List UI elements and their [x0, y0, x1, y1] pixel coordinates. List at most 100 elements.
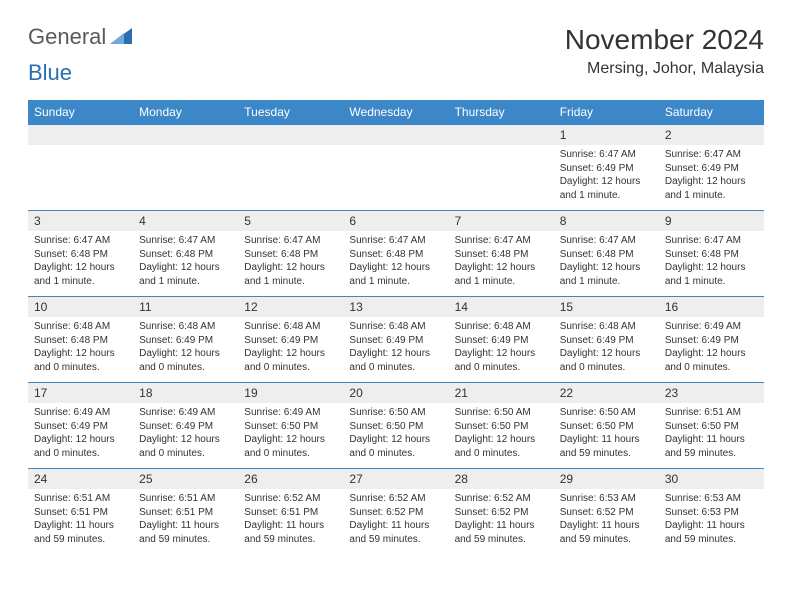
day-cell: 27Sunrise: 6:52 AMSunset: 6:52 PMDayligh…	[343, 469, 448, 555]
brand-logo: General	[28, 24, 134, 50]
day-info-line: Daylight: 12 hours and 1 minute.	[349, 261, 442, 288]
day-cell: 19Sunrise: 6:49 AMSunset: 6:50 PMDayligh…	[238, 383, 343, 469]
day-number: 30	[659, 469, 764, 489]
day-number: 20	[343, 383, 448, 403]
day-info-line: Daylight: 12 hours and 0 minutes.	[455, 433, 548, 460]
day-info-line: Sunset: 6:49 PM	[34, 420, 127, 434]
day-info-line: Daylight: 12 hours and 0 minutes.	[139, 347, 232, 374]
day-info-line: Daylight: 11 hours and 59 minutes.	[560, 433, 653, 460]
day-info-line: Sunset: 6:51 PM	[34, 506, 127, 520]
day-cell: 9Sunrise: 6:47 AMSunset: 6:48 PMDaylight…	[659, 211, 764, 297]
day-info-line: Sunrise: 6:51 AM	[34, 492, 127, 506]
day-info-line: Daylight: 12 hours and 0 minutes.	[455, 347, 548, 374]
day-info-line: Sunrise: 6:47 AM	[34, 234, 127, 248]
week-row: 10Sunrise: 6:48 AMSunset: 6:48 PMDayligh…	[28, 297, 764, 383]
day-number: 25	[133, 469, 238, 489]
day-info: Sunrise: 6:48 AMSunset: 6:49 PMDaylight:…	[343, 317, 448, 378]
day-info: Sunrise: 6:49 AMSunset: 6:49 PMDaylight:…	[28, 403, 133, 464]
day-info-line: Sunset: 6:50 PM	[665, 420, 758, 434]
day-info-line: Sunrise: 6:52 AM	[349, 492, 442, 506]
day-info-line: Daylight: 12 hours and 0 minutes.	[244, 347, 337, 374]
day-info	[28, 145, 133, 195]
day-info-line: Daylight: 12 hours and 0 minutes.	[349, 347, 442, 374]
day-number: 2	[659, 125, 764, 145]
day-cell: 21Sunrise: 6:50 AMSunset: 6:50 PMDayligh…	[449, 383, 554, 469]
day-info	[133, 145, 238, 195]
day-number: 23	[659, 383, 764, 403]
day-number: 10	[28, 297, 133, 317]
day-info-line: Sunset: 6:49 PM	[665, 162, 758, 176]
day-info-line: Sunset: 6:51 PM	[139, 506, 232, 520]
day-info-line: Sunrise: 6:47 AM	[665, 148, 758, 162]
day-number: 11	[133, 297, 238, 317]
day-cell: 22Sunrise: 6:50 AMSunset: 6:50 PMDayligh…	[554, 383, 659, 469]
day-info-line: Daylight: 12 hours and 0 minutes.	[560, 347, 653, 374]
day-header-sat: Saturday	[659, 100, 764, 125]
day-info-line: Sunset: 6:49 PM	[349, 334, 442, 348]
day-number: 1	[554, 125, 659, 145]
day-cell: 1Sunrise: 6:47 AMSunset: 6:49 PMDaylight…	[554, 125, 659, 211]
day-info-line: Sunrise: 6:50 AM	[560, 406, 653, 420]
week-row: 17Sunrise: 6:49 AMSunset: 6:49 PMDayligh…	[28, 383, 764, 469]
day-number: 22	[554, 383, 659, 403]
day-info-line: Daylight: 11 hours and 59 minutes.	[665, 433, 758, 460]
day-info-line: Sunrise: 6:50 AM	[455, 406, 548, 420]
day-info-line: Sunset: 6:49 PM	[665, 334, 758, 348]
day-info	[343, 145, 448, 195]
day-cell: 3Sunrise: 6:47 AMSunset: 6:48 PMDaylight…	[28, 211, 133, 297]
day-info-line: Daylight: 12 hours and 1 minute.	[665, 175, 758, 202]
day-info-line: Daylight: 12 hours and 1 minute.	[560, 261, 653, 288]
day-cell: 23Sunrise: 6:51 AMSunset: 6:50 PMDayligh…	[659, 383, 764, 469]
week-row: 24Sunrise: 6:51 AMSunset: 6:51 PMDayligh…	[28, 469, 764, 555]
day-number: 8	[554, 211, 659, 231]
day-info-line: Sunrise: 6:48 AM	[244, 320, 337, 334]
day-info-line: Daylight: 12 hours and 0 minutes.	[34, 433, 127, 460]
day-info-line: Sunrise: 6:52 AM	[455, 492, 548, 506]
day-cell: 15Sunrise: 6:48 AMSunset: 6:49 PMDayligh…	[554, 297, 659, 383]
day-info-line: Sunset: 6:48 PM	[34, 248, 127, 262]
day-cell	[238, 125, 343, 211]
day-info-line: Sunrise: 6:47 AM	[455, 234, 548, 248]
day-number	[238, 125, 343, 145]
day-info: Sunrise: 6:48 AMSunset: 6:49 PMDaylight:…	[449, 317, 554, 378]
day-number: 16	[659, 297, 764, 317]
day-number: 19	[238, 383, 343, 403]
day-number: 26	[238, 469, 343, 489]
day-info-line: Daylight: 12 hours and 0 minutes.	[665, 347, 758, 374]
day-number: 24	[28, 469, 133, 489]
day-info-line: Daylight: 11 hours and 59 minutes.	[139, 519, 232, 546]
day-info-line: Sunset: 6:50 PM	[455, 420, 548, 434]
day-number: 12	[238, 297, 343, 317]
calendar-table: Sunday Monday Tuesday Wednesday Thursday…	[28, 100, 764, 555]
day-info: Sunrise: 6:47 AMSunset: 6:49 PMDaylight:…	[554, 145, 659, 206]
day-cell: 26Sunrise: 6:52 AMSunset: 6:51 PMDayligh…	[238, 469, 343, 555]
day-number: 9	[659, 211, 764, 231]
day-header-tue: Tuesday	[238, 100, 343, 125]
day-info: Sunrise: 6:52 AMSunset: 6:52 PMDaylight:…	[343, 489, 448, 550]
day-info-line: Sunset: 6:49 PM	[139, 420, 232, 434]
day-info-line: Sunset: 6:48 PM	[139, 248, 232, 262]
day-info: Sunrise: 6:53 AMSunset: 6:53 PMDaylight:…	[659, 489, 764, 550]
day-number: 5	[238, 211, 343, 231]
day-info-line: Daylight: 12 hours and 1 minute.	[665, 261, 758, 288]
day-info: Sunrise: 6:47 AMSunset: 6:48 PMDaylight:…	[343, 231, 448, 292]
day-info-line: Daylight: 11 hours and 59 minutes.	[349, 519, 442, 546]
day-number: 27	[343, 469, 448, 489]
title-block: November 2024 Mersing, Johor, Malaysia	[565, 24, 764, 78]
day-info: Sunrise: 6:51 AMSunset: 6:51 PMDaylight:…	[133, 489, 238, 550]
day-info-line: Sunset: 6:48 PM	[560, 248, 653, 262]
day-cell: 7Sunrise: 6:47 AMSunset: 6:48 PMDaylight…	[449, 211, 554, 297]
day-info: Sunrise: 6:47 AMSunset: 6:48 PMDaylight:…	[28, 231, 133, 292]
day-info-line: Sunset: 6:48 PM	[455, 248, 548, 262]
day-info: Sunrise: 6:52 AMSunset: 6:52 PMDaylight:…	[449, 489, 554, 550]
day-info-line: Daylight: 12 hours and 1 minute.	[34, 261, 127, 288]
day-header-sun: Sunday	[28, 100, 133, 125]
day-info-line: Sunset: 6:49 PM	[560, 162, 653, 176]
day-info-line: Daylight: 11 hours and 59 minutes.	[665, 519, 758, 546]
day-info-line: Daylight: 11 hours and 59 minutes.	[560, 519, 653, 546]
day-info-line: Sunrise: 6:47 AM	[665, 234, 758, 248]
day-info: Sunrise: 6:47 AMSunset: 6:49 PMDaylight:…	[659, 145, 764, 206]
brand-triangle-icon	[110, 26, 132, 49]
day-info-line: Sunrise: 6:49 AM	[139, 406, 232, 420]
day-info: Sunrise: 6:50 AMSunset: 6:50 PMDaylight:…	[554, 403, 659, 464]
